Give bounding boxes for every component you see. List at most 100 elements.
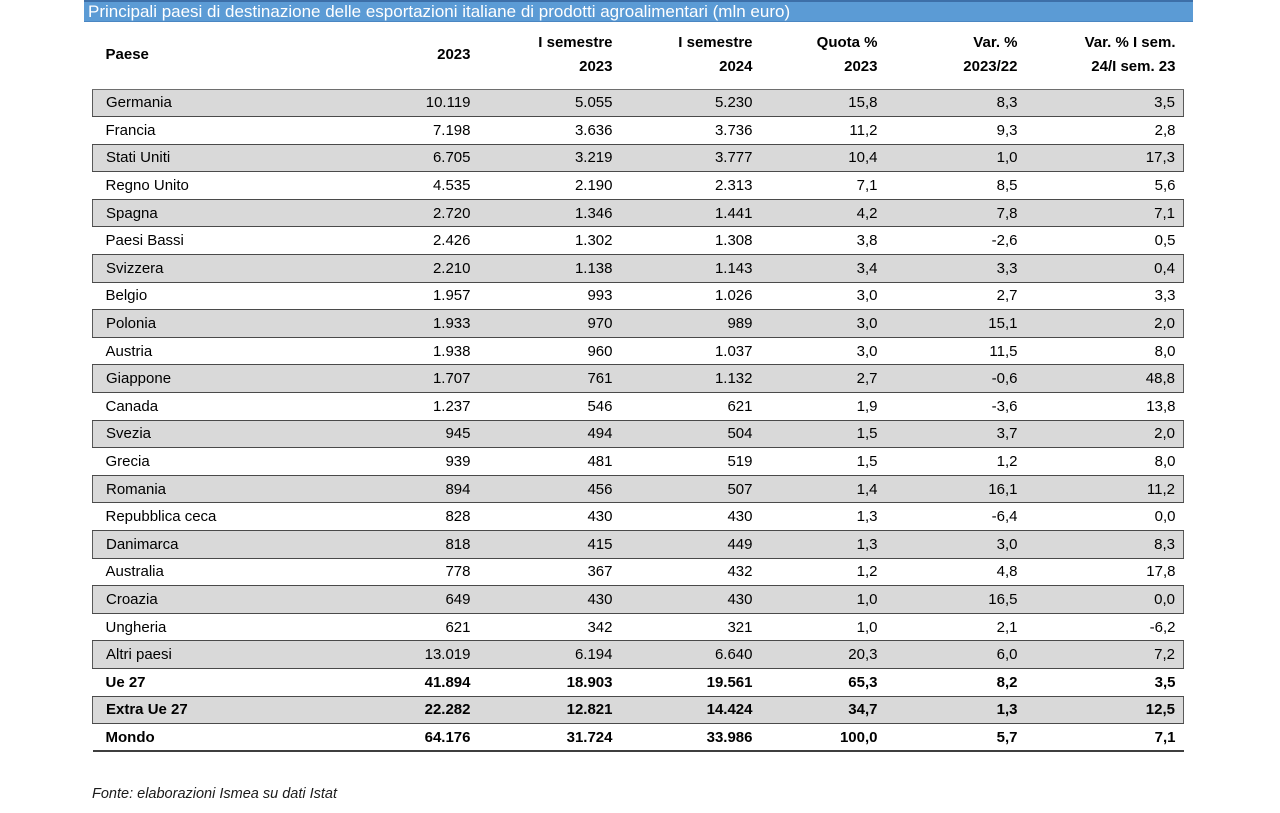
table-row: Austria 1.938 960 1.037 3,0 11,5 8,0 — [92, 337, 1184, 366]
value-cell: 1.938 — [330, 337, 479, 366]
col-header-quota: Quota % 2023 — [760, 22, 886, 90]
value-cell: 456 — [478, 475, 621, 504]
value-cell: 507 — [620, 475, 761, 504]
table-row: Spagna 2.720 1.346 1.441 4,2 7,8 7,1 — [92, 199, 1184, 228]
value-cell: 0,4 — [1025, 254, 1184, 283]
value-cell: 11,2 — [760, 116, 886, 145]
table-row: Croazia 649 430 430 1,0 16,5 0,0 — [92, 585, 1184, 614]
value-cell: 33.986 — [620, 723, 761, 753]
country-cell: Altri paesi — [92, 640, 331, 669]
value-cell: 13,8 — [1025, 392, 1184, 421]
table-row: Grecia 939 481 519 1,5 1,2 8,0 — [92, 447, 1184, 476]
table-row: Francia 7.198 3.636 3.736 11,2 9,3 2,8 — [92, 116, 1184, 145]
value-cell: 1,0 — [760, 613, 886, 642]
table-row: Ue 27 41.894 18.903 19.561 65,3 8,2 3,5 — [92, 668, 1184, 697]
country-cell: Mondo — [92, 723, 331, 753]
value-cell: 14.424 — [620, 696, 761, 725]
value-cell: 6.705 — [330, 144, 479, 173]
value-cell: 0,5 — [1025, 226, 1184, 256]
value-cell: 894 — [330, 475, 479, 504]
value-cell: 1,2 — [885, 447, 1026, 476]
country-cell: Germania — [92, 89, 331, 118]
col-header-line: I semestre — [678, 34, 753, 52]
value-cell: 828 — [330, 502, 479, 531]
value-cell: 11,5 — [885, 337, 1026, 366]
value-cell: 546 — [478, 392, 621, 421]
value-cell: 1.346 — [478, 199, 621, 228]
col-header-line: 2023 — [437, 46, 471, 64]
value-cell: 2.190 — [478, 171, 621, 200]
country-cell: Regno Unito — [92, 171, 331, 200]
value-cell: 1.441 — [620, 199, 761, 228]
country-cell: Grecia — [92, 447, 331, 476]
value-cell: 3,3 — [885, 254, 1026, 283]
value-cell: 3,0 — [760, 282, 886, 311]
table-row: Australia 778 367 432 1,2 4,8 17,8 — [92, 558, 1184, 587]
col-header-line: 2023 — [579, 58, 613, 76]
country-cell: Ungheria — [92, 613, 331, 642]
value-cell: 65,3 — [760, 668, 886, 697]
table-row: Polonia 1.933 970 989 3,0 15,1 2,0 — [92, 309, 1184, 338]
col-header-line: 2023/22 — [963, 58, 1018, 76]
value-cell: 41.894 — [330, 668, 479, 697]
value-cell: 11,2 — [1025, 475, 1184, 504]
value-cell: 3,8 — [760, 226, 886, 256]
value-cell: -6,4 — [885, 502, 1026, 531]
country-cell: Paesi Bassi — [92, 226, 331, 256]
value-cell: 16,5 — [885, 585, 1026, 614]
value-cell: 13.019 — [330, 640, 479, 669]
value-cell: 48,8 — [1025, 364, 1184, 394]
value-cell: 1.026 — [620, 282, 761, 311]
value-cell: 3,0 — [885, 530, 1026, 559]
header-row: Paese 2023 I semestre 2023 I semestre 20… — [92, 22, 1184, 90]
col-header-line: 24/I sem. 23 — [1091, 58, 1176, 76]
value-cell: 960 — [478, 337, 621, 366]
value-cell: 1,3 — [760, 502, 886, 531]
value-cell: -6,2 — [1025, 613, 1184, 642]
value-cell: 10,4 — [760, 144, 886, 173]
value-cell: 1.037 — [620, 337, 761, 366]
col-header-line: 2024 — [719, 58, 753, 76]
value-cell: 430 — [478, 502, 621, 531]
value-cell: 7,1 — [1025, 723, 1184, 753]
value-cell: 2,1 — [885, 613, 1026, 642]
value-cell: 1,9 — [760, 392, 886, 421]
col-header-2023: 2023 — [330, 22, 479, 90]
table-row: Paesi Bassi 2.426 1.302 1.308 3,8 -2,6 0,5 — [92, 226, 1184, 256]
value-cell: -3,6 — [885, 392, 1026, 421]
value-cell: 621 — [330, 613, 479, 642]
value-cell: 993 — [478, 282, 621, 311]
col-header-sem1-2023: I semestre 2023 — [478, 22, 621, 90]
table-row: Danimarca 818 415 449 1,3 3,0 8,3 — [92, 530, 1184, 559]
value-cell: 1.132 — [620, 364, 761, 394]
country-cell: Svezia — [92, 420, 331, 449]
col-header-sem1-2024: I semestre 2024 — [620, 22, 761, 90]
value-cell: 34,7 — [760, 696, 886, 725]
value-cell: 7,1 — [760, 171, 886, 200]
country-cell: Canada — [92, 392, 331, 421]
value-cell: 0,0 — [1025, 585, 1184, 614]
value-cell: 778 — [330, 558, 479, 587]
country-cell: Giappone — [92, 364, 331, 394]
value-cell: 3.636 — [478, 116, 621, 145]
value-cell: 2,0 — [1025, 309, 1184, 338]
country-cell: Francia — [92, 116, 331, 145]
value-cell: 430 — [620, 585, 761, 614]
value-cell: 17,8 — [1025, 558, 1184, 587]
value-cell: 0,0 — [1025, 502, 1184, 531]
table-row: Romania 894 456 507 1,4 16,1 11,2 — [92, 475, 1184, 504]
value-cell: 4.535 — [330, 171, 479, 200]
value-cell: 970 — [478, 309, 621, 338]
value-cell: 6.194 — [478, 640, 621, 669]
value-cell: 6.640 — [620, 640, 761, 669]
value-cell: 7.198 — [330, 116, 479, 145]
value-cell: 2.720 — [330, 199, 479, 228]
value-cell: -2,6 — [885, 226, 1026, 256]
value-cell: 1,3 — [885, 696, 1026, 725]
value-cell: 2.210 — [330, 254, 479, 283]
value-cell: 5.230 — [620, 89, 761, 118]
value-cell: 3,4 — [760, 254, 886, 283]
country-cell: Ue 27 — [92, 668, 331, 697]
value-cell: 8,5 — [885, 171, 1026, 200]
value-cell: 1.308 — [620, 226, 761, 256]
